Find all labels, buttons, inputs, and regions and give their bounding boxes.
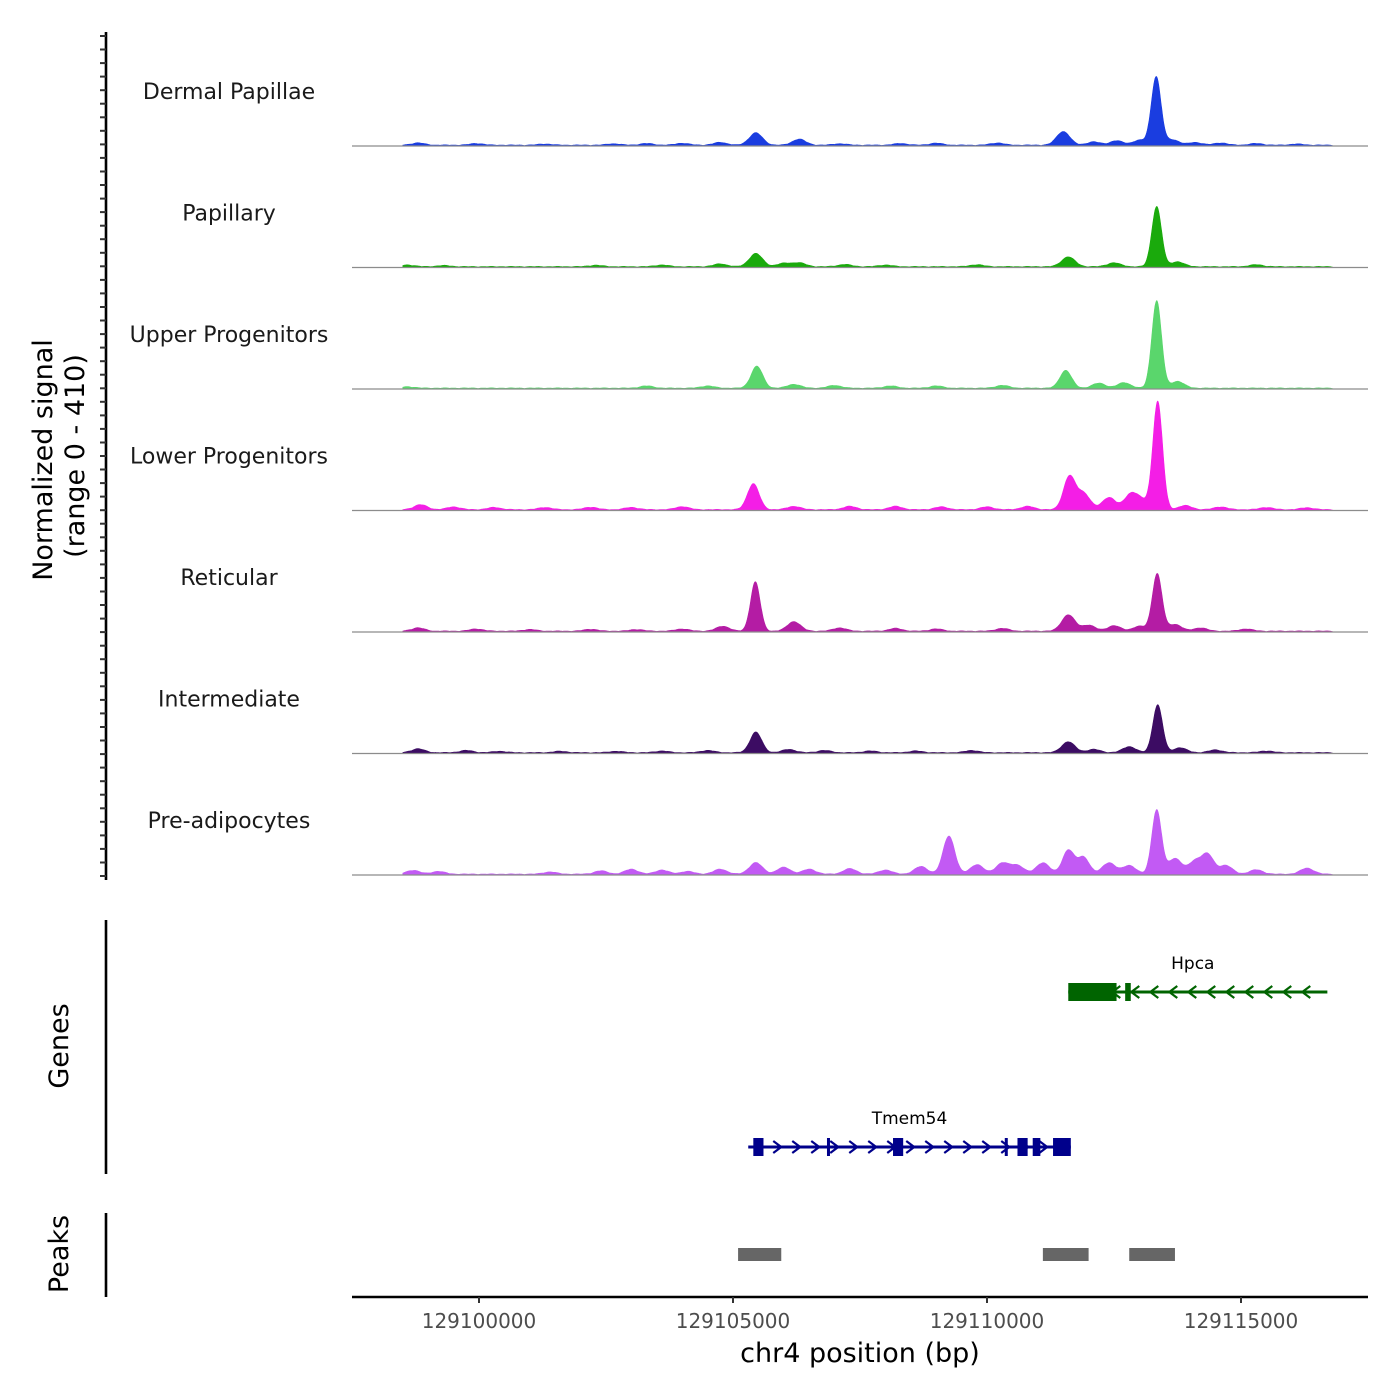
- strand-arrow: [905, 1140, 917, 1154]
- x-axis-ticks: 129100000 129105000 129110000 129115000: [422, 1297, 1299, 1333]
- strand-arrow: [1262, 985, 1273, 999]
- peak-region: [1042, 1248, 1089, 1261]
- exon: [1017, 1138, 1028, 1156]
- track-label: Pre-adipocytes: [148, 809, 311, 834]
- coverage-area: [402, 809, 1333, 876]
- strand-arrow: [1186, 985, 1197, 999]
- strand-arrow: [848, 1140, 860, 1154]
- x-axis-title: chr4 position (bp): [740, 1338, 980, 1369]
- strand-arrow: [981, 1140, 993, 1154]
- track-label: Reticular: [180, 566, 278, 591]
- strand-arrow: [924, 1140, 936, 1154]
- strand-arrow: [1000, 1140, 1012, 1154]
- strand-arrow: [1038, 1140, 1050, 1154]
- strand-arrow: [1205, 985, 1216, 999]
- genes-track-title: Genes: [44, 1003, 75, 1088]
- signal-y-axis-ticks: [100, 35, 106, 877]
- x-tick-label: 129115000: [1184, 1309, 1299, 1333]
- coverage-track: Reticular: [180, 566, 1368, 633]
- coverage-area: [402, 400, 1333, 511]
- x-tick-label: 129110000: [930, 1309, 1045, 1333]
- gene-label: Hpca: [1171, 954, 1214, 974]
- coverage-track: Intermediate: [158, 688, 1368, 755]
- coverage-track: Upper Progenitors: [130, 300, 1368, 390]
- coverage-area: [402, 300, 1333, 390]
- exon: [1053, 1138, 1071, 1156]
- coverage-track: Pre-adipocytes: [148, 809, 1368, 876]
- gene-model: Tmem54: [748, 1109, 1071, 1156]
- strand-arrow: [943, 1140, 955, 1154]
- strand-arrow: [810, 1140, 822, 1154]
- signal-y-axis-title: Normalized signal: [28, 339, 59, 581]
- coverage-area: [402, 76, 1333, 147]
- coverage-track: Dermal Papillae: [143, 76, 1368, 147]
- coverage-area: [402, 206, 1333, 268]
- strand-arrow: [1129, 985, 1140, 999]
- coverage-track: Lower Progenitors: [130, 400, 1368, 512]
- track-label: Dermal Papillae: [143, 80, 315, 105]
- strand-arrow: [1281, 985, 1292, 999]
- exon: [1068, 983, 1117, 1001]
- track-label: Upper Progenitors: [130, 323, 329, 348]
- coverage-track: Papillary: [182, 202, 1368, 269]
- strand-arrow: [772, 1140, 784, 1154]
- strand-arrow: [1300, 985, 1311, 999]
- peaks-track-title: Peaks: [44, 1215, 75, 1293]
- strand-arrow: [1224, 985, 1235, 999]
- strand-arrow: [791, 1140, 803, 1154]
- track-label: Papillary: [182, 202, 276, 227]
- x-tick-label: 129105000: [676, 1309, 791, 1333]
- exon: [893, 1138, 904, 1156]
- strand-arrow: [867, 1140, 879, 1154]
- exon: [826, 1138, 830, 1156]
- exon: [1125, 983, 1131, 1001]
- exon: [1032, 1138, 1041, 1156]
- x-tick-label: 129100000: [422, 1309, 537, 1333]
- strand-arrow: [962, 1140, 974, 1154]
- gene-label: Tmem54: [871, 1109, 948, 1129]
- track-label: Intermediate: [158, 688, 300, 713]
- signal-y-axis-subtitle: (range 0 - 410): [60, 354, 91, 558]
- exon: [753, 1138, 764, 1156]
- track-label: Lower Progenitors: [130, 445, 328, 470]
- coverage-area: [402, 704, 1333, 754]
- exon: [1004, 1138, 1008, 1156]
- peak-regions: [738, 1248, 1175, 1261]
- gene-annotations: Hpca Tmem54: [748, 954, 1328, 1156]
- peak-region: [738, 1248, 782, 1261]
- strand-arrow: [1148, 985, 1159, 999]
- coverage-area: [402, 573, 1333, 633]
- peak-region: [1129, 1248, 1175, 1261]
- strand-arrow: [1167, 985, 1178, 999]
- strand-arrow: [829, 1140, 841, 1154]
- strand-arrow: [1243, 985, 1254, 999]
- gene-model: Hpca: [1068, 954, 1328, 1001]
- coverage-tracks: Dermal Papillae Papillary Upper Progenitor…: [130, 76, 1368, 876]
